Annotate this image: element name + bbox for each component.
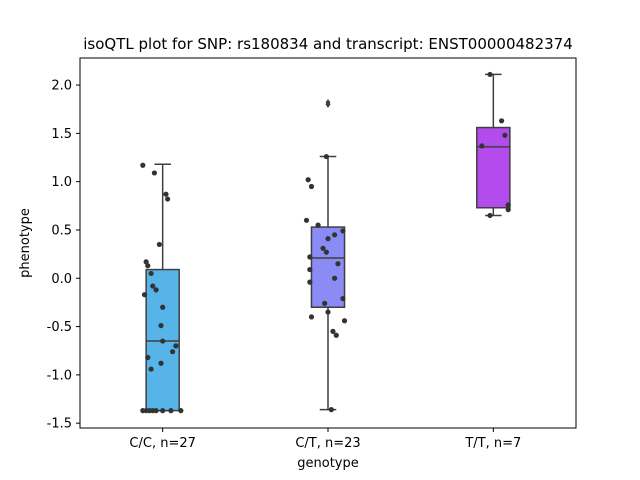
data-point [323,249,329,255]
data-point [178,408,184,414]
data-point [160,304,166,310]
data-point [325,236,331,242]
data-point [163,191,169,197]
data-point [341,318,348,324]
data-point [320,245,326,251]
data-point [332,232,338,238]
data-point [307,279,313,285]
data-point [151,170,157,176]
data-point [487,212,493,219]
data-point [307,266,313,273]
data-point [160,338,166,344]
data-point [169,349,176,355]
points-1 [140,162,184,414]
data-point [325,309,331,315]
data-point [173,343,179,349]
data-point [505,202,511,208]
box-3 [476,73,511,217]
data-point [315,222,321,228]
box-2 [310,98,346,411]
data-point [333,332,339,338]
data-point [141,292,148,298]
data-point [308,314,315,320]
data-point [502,132,508,138]
y-tick-label: -1.5 [47,417,72,432]
data-point [499,118,505,124]
data-point [322,300,328,306]
data-point [303,217,310,223]
data-point [165,196,171,202]
x-tick-label: C/T, n=23 [295,436,360,451]
data-point [323,153,329,160]
data-point [340,295,346,302]
data-point [328,407,334,413]
y-tick-label: 0.5 [51,223,72,238]
data-point [150,283,156,289]
y-tick-label: 0.0 [51,272,72,287]
data-point [307,254,313,260]
data-point [156,241,162,248]
data-point [332,275,338,281]
plot-area [140,71,511,414]
data-point [140,162,146,168]
data-point [153,408,159,414]
data-point [148,270,154,277]
y-tick-label: -1.0 [47,368,72,383]
data-point [145,354,151,361]
y-tick-label: 1.5 [51,127,72,142]
data-point [158,322,164,329]
data-point [505,207,511,213]
data-point [148,366,154,372]
chart-title: isoQTL plot for SNP: rs180834 and transc… [83,35,573,53]
y-tick-label: 2.0 [51,79,72,94]
data-point [479,143,485,149]
data-point [487,71,493,78]
x-axis: C/C, n=27 C/T, n=23 T/T, n=7 [129,428,521,451]
points-3 [479,71,511,219]
data-point [308,183,315,190]
data-point [340,228,346,234]
data-point [305,177,311,183]
x-tick-label: C/C, n=27 [129,436,195,451]
data-point [158,360,164,366]
data-point [335,261,341,267]
x-axis-label: genotype [297,456,358,471]
box-iqr [476,126,511,209]
data-point [168,408,174,414]
y-axis: -1.5 -1.0 -0.5 0.0 0.5 1.0 1.5 2.0 [47,79,80,432]
data-point [160,408,166,414]
data-point [330,328,336,334]
y-tick-label: -0.5 [47,320,72,335]
data-point [153,287,159,293]
data-point [145,263,151,269]
y-tick-label: 1.0 [51,175,72,190]
outlier-marker [325,100,331,108]
points-2 [303,153,348,413]
y-axis-label: phenotype [18,208,33,278]
x-tick-label: T/T, n=7 [464,436,521,451]
